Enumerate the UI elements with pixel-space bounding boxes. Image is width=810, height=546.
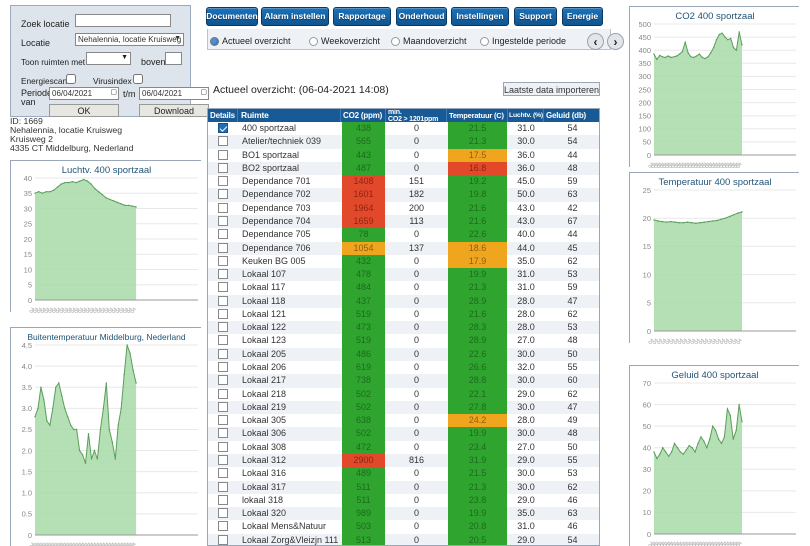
svg-text:10: 10 [643, 508, 651, 517]
svg-text:20: 20 [643, 214, 651, 223]
svg-text:0.5: 0.5 [22, 510, 32, 519]
svg-text:4.5: 4.5 [22, 341, 32, 350]
svg-text:CO2 400 sportzaal: CO2 400 sportzaal [675, 11, 754, 22]
svg-text:70: 70 [643, 379, 651, 388]
svg-text:3.0: 3.0 [22, 404, 32, 413]
svg-text:50: 50 [643, 138, 651, 147]
svg-text:10: 10 [643, 270, 651, 279]
svg-text:250: 250 [638, 85, 651, 94]
svg-text:350: 350 [638, 59, 651, 68]
svg-text:30: 30 [643, 465, 651, 474]
svg-text:60: 60 [643, 400, 651, 409]
svg-text:5: 5 [28, 281, 32, 290]
svg-text:0: 0 [28, 531, 32, 540]
svg-text:100: 100 [638, 125, 651, 134]
svg-text:40: 40 [24, 174, 32, 183]
svg-text:500: 500 [638, 20, 651, 29]
svg-text:30: 30 [24, 204, 32, 213]
svg-text:Luchtv. 400 sportzaal: Luchtv. 400 sportzaal [62, 165, 152, 176]
svg-text:450: 450 [638, 33, 651, 42]
svg-text:200: 200 [638, 98, 651, 107]
svg-text:25: 25 [643, 186, 651, 195]
svg-text:5: 5 [647, 299, 651, 308]
svg-text:400: 400 [638, 46, 651, 55]
svg-text:150: 150 [638, 112, 651, 121]
svg-text:0: 0 [28, 296, 32, 305]
svg-text:2.0: 2.0 [22, 446, 32, 455]
svg-text:15: 15 [24, 250, 32, 259]
svg-text:15: 15 [643, 242, 651, 251]
svg-text:20: 20 [643, 487, 651, 496]
svg-text:Buitentemperatuur Middelburg,: Buitentemperatuur Middelburg, Nederland [27, 332, 186, 342]
svg-text:3.5: 3.5 [22, 383, 32, 392]
svg-text:4.0: 4.0 [22, 362, 32, 371]
svg-text:1.0: 1.0 [22, 489, 32, 498]
svg-text:Geluid 400 sportzaal: Geluid 400 sportzaal [671, 370, 758, 381]
svg-text:1.5: 1.5 [22, 467, 32, 476]
svg-text:25: 25 [24, 220, 32, 229]
svg-text:0: 0 [647, 327, 651, 336]
svg-text:50: 50 [643, 422, 651, 431]
svg-text:0: 0 [647, 530, 651, 539]
svg-text:40: 40 [643, 444, 651, 453]
svg-text:20: 20 [24, 235, 32, 244]
svg-text:10: 10 [24, 265, 32, 274]
svg-text:300: 300 [638, 72, 651, 81]
svg-text:0: 0 [647, 151, 651, 160]
svg-text:35: 35 [24, 189, 32, 198]
svg-text:2.5: 2.5 [22, 425, 32, 434]
svg-text:Temperatuur 400 sportzaal: Temperatuur 400 sportzaal [658, 177, 771, 188]
